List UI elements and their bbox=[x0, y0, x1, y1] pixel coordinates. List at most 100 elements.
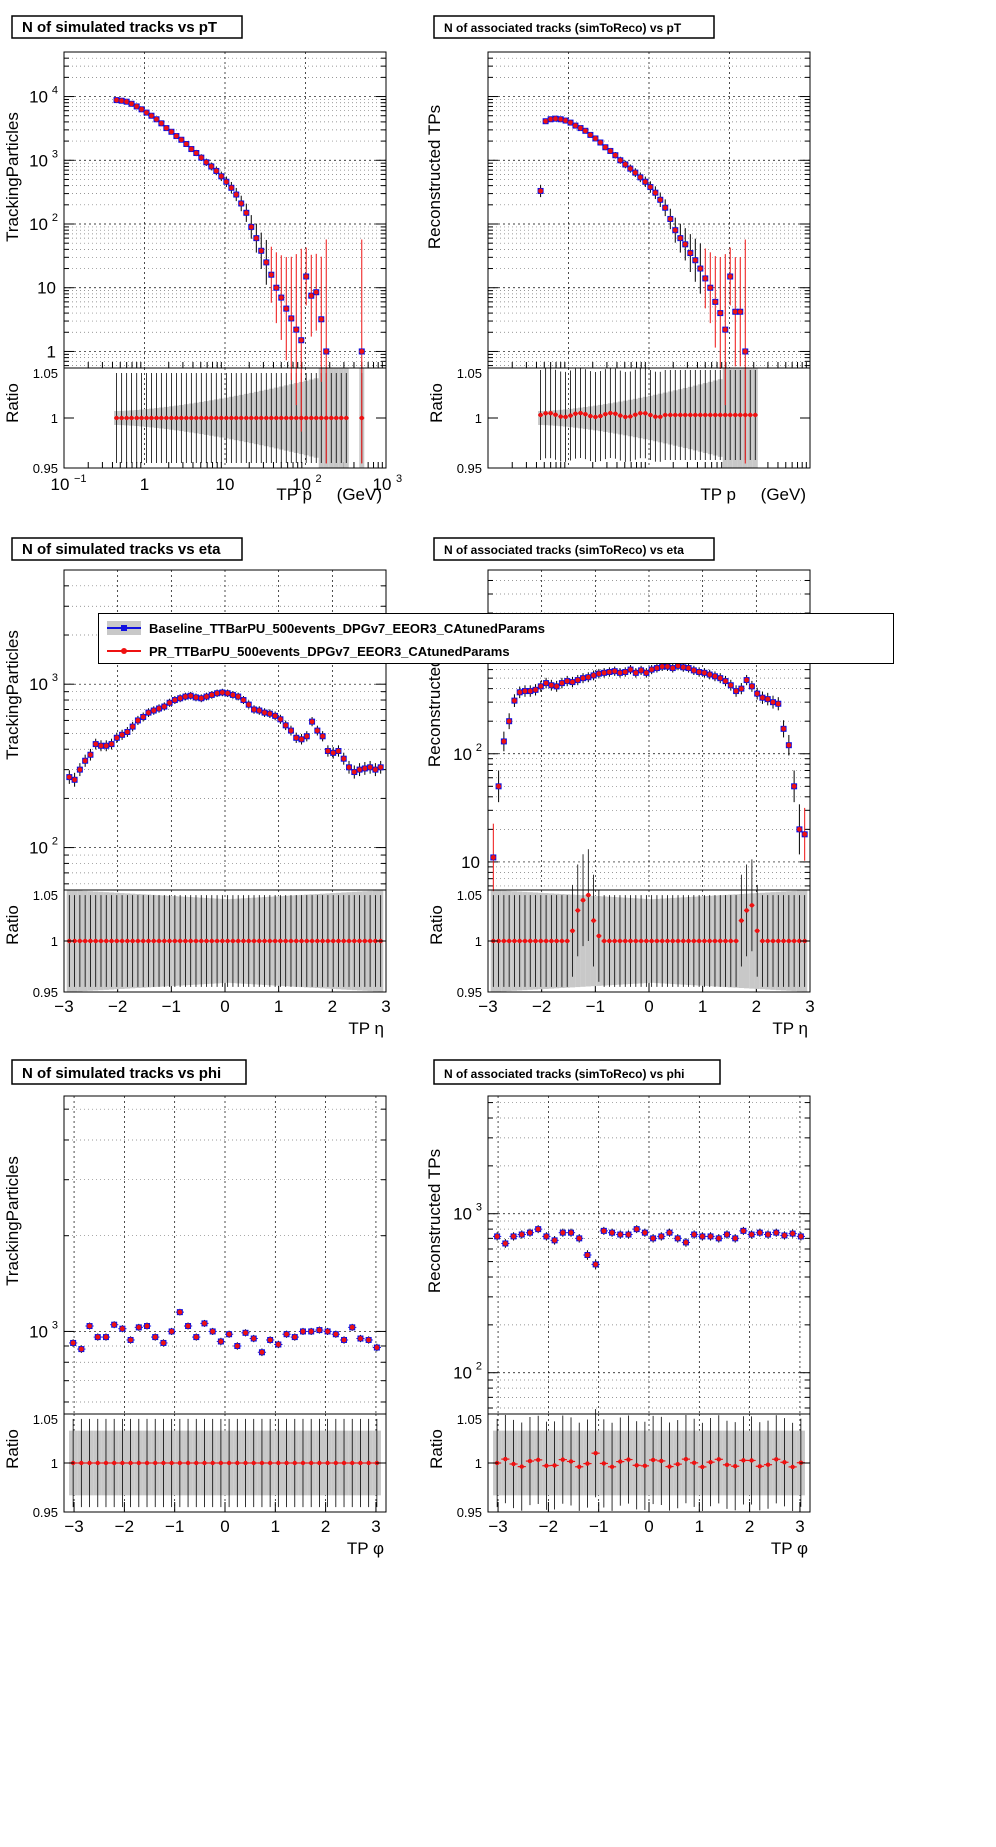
ratio-point bbox=[727, 412, 733, 418]
data-point-pr bbox=[607, 148, 613, 154]
data-point-pr bbox=[622, 669, 628, 675]
ratio-point bbox=[544, 1463, 549, 1468]
data-point-pr bbox=[733, 688, 739, 694]
ratio-point bbox=[272, 938, 278, 944]
ratio-point bbox=[568, 1459, 574, 1464]
y-tick-exponent: 2 bbox=[52, 212, 58, 224]
ratio-point bbox=[194, 415, 199, 421]
ratio-point bbox=[151, 938, 156, 944]
ratio-point bbox=[303, 415, 309, 421]
ratio-point bbox=[325, 938, 331, 944]
data-point-pr bbox=[243, 210, 249, 216]
data-point-pr bbox=[144, 1323, 150, 1329]
ratio-point bbox=[517, 938, 522, 944]
data-point-pr bbox=[77, 767, 83, 773]
data-point-pr bbox=[149, 113, 154, 119]
data-point-pr bbox=[501, 739, 507, 744]
ratio-point bbox=[241, 938, 246, 944]
x-tick-label: 0 bbox=[644, 997, 653, 1016]
ratio-point bbox=[703, 412, 708, 418]
data-point-pr bbox=[219, 690, 225, 695]
ratio-point bbox=[199, 415, 204, 421]
data-point-pr bbox=[596, 671, 602, 677]
ratio-point bbox=[688, 412, 693, 418]
data-point-pr bbox=[548, 682, 554, 688]
data-point-pr bbox=[675, 663, 681, 669]
ratio-point bbox=[577, 1464, 582, 1469]
ratio-point bbox=[797, 938, 802, 944]
x-tick-label: −2 bbox=[532, 997, 551, 1016]
data-point-pr bbox=[273, 285, 279, 291]
data-point-pr bbox=[349, 1324, 355, 1330]
data-point-pr bbox=[650, 1235, 656, 1241]
y-tick-label: 10 bbox=[37, 279, 56, 298]
x-tick-label: 10 bbox=[216, 475, 235, 494]
ratio-point bbox=[700, 1464, 705, 1470]
ratio-point bbox=[749, 903, 755, 908]
data-point-pr bbox=[203, 159, 209, 165]
data-point-pr bbox=[717, 675, 723, 681]
ratio-point bbox=[267, 938, 273, 944]
data-point-pr bbox=[672, 227, 678, 233]
data-point-pr bbox=[114, 735, 120, 741]
ratio-point bbox=[791, 938, 797, 944]
ratio-point bbox=[633, 412, 638, 417]
ratio-point bbox=[249, 415, 254, 421]
x-tick-label: −3 bbox=[54, 997, 73, 1016]
x-tick-exponent: −1 bbox=[74, 473, 87, 485]
ratio-point bbox=[554, 938, 559, 944]
data-point-pr bbox=[543, 118, 549, 124]
ratio-point bbox=[317, 1460, 322, 1466]
data-point-pr bbox=[601, 1228, 607, 1234]
ratio-point bbox=[177, 1460, 183, 1466]
data-point-pr bbox=[744, 677, 750, 683]
ratio-point bbox=[225, 938, 230, 944]
ratio-point bbox=[235, 938, 241, 944]
ratio-point bbox=[765, 938, 770, 944]
ratio-point bbox=[130, 938, 135, 944]
data-point-pr bbox=[699, 1234, 705, 1239]
legend-label-pr: PR_TTBarPU_500events_DPGv7_EEOR3_CAtuned… bbox=[149, 643, 510, 659]
ratio-point bbox=[72, 938, 77, 944]
data-point-pr bbox=[111, 1322, 117, 1328]
y-tick-exponent: 2 bbox=[52, 836, 58, 848]
ratio-y-tick-label: 1 bbox=[51, 1456, 58, 1471]
data-point-pr bbox=[543, 1234, 549, 1239]
x-axis-label: TP p bbox=[700, 485, 736, 504]
data-point-pr bbox=[691, 667, 697, 673]
data-point-pr bbox=[288, 728, 294, 733]
ratio-point bbox=[134, 415, 139, 421]
data-point-pr bbox=[742, 349, 748, 354]
x-tick-label: −3 bbox=[64, 1517, 83, 1536]
data-point-pr bbox=[667, 1230, 672, 1236]
data-point-pr bbox=[333, 1331, 339, 1337]
ratio-point bbox=[748, 412, 753, 418]
data-point-pr bbox=[535, 1226, 541, 1232]
ratio-point bbox=[781, 938, 786, 944]
ratio-point bbox=[283, 938, 288, 944]
ratio-point bbox=[686, 938, 691, 944]
ratio-point bbox=[724, 1462, 730, 1467]
y-tick-label: 10 bbox=[29, 675, 48, 694]
ratio-point bbox=[757, 1464, 763, 1469]
data-point-pr bbox=[773, 1230, 779, 1236]
data-point-pr bbox=[716, 1235, 722, 1241]
data-point-pr bbox=[717, 310, 723, 316]
data-point-pr bbox=[198, 155, 204, 161]
ratio-point bbox=[124, 415, 129, 421]
data-point-pr bbox=[325, 748, 331, 754]
ratio-point bbox=[259, 415, 264, 421]
ratio-point bbox=[284, 1460, 289, 1466]
ratio-point bbox=[628, 938, 633, 944]
ratio-point bbox=[319, 415, 324, 421]
data-point-pr bbox=[373, 767, 378, 773]
data-point-pr bbox=[323, 349, 329, 354]
y-tick-label: 10 bbox=[29, 1322, 48, 1341]
x-tick-label: −1 bbox=[586, 997, 605, 1016]
x-tick-exponent: 3 bbox=[396, 473, 402, 485]
data-point-pr bbox=[741, 1228, 746, 1234]
ratio-point bbox=[563, 414, 568, 420]
data-point-pr bbox=[512, 698, 517, 704]
